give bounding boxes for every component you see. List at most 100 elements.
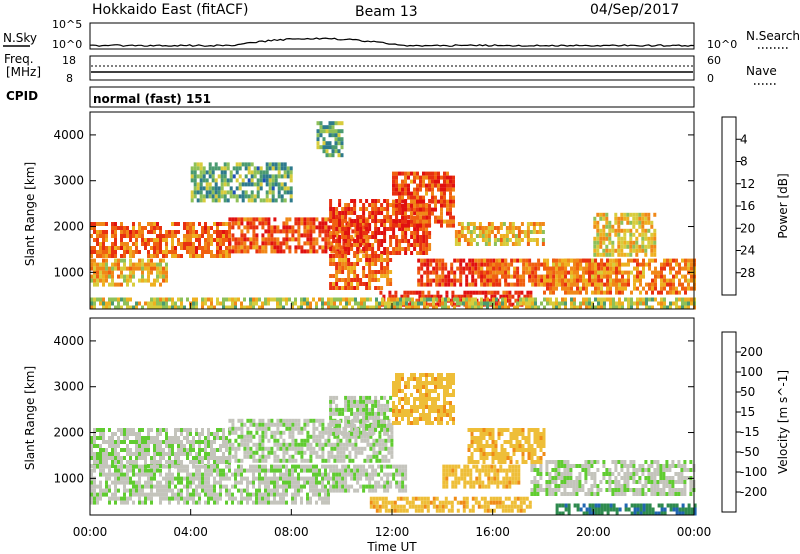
heatmap-cell <box>267 492 270 497</box>
heatmap-cell <box>614 228 618 233</box>
freq-label: Freq. <box>4 52 34 66</box>
heatmap-cell <box>180 480 183 485</box>
heatmap-cell <box>246 454 250 459</box>
heatmap-cell <box>267 438 271 443</box>
heatmap-cell <box>332 215 336 219</box>
heatmap-cell <box>362 254 366 258</box>
heatmap-cell <box>300 249 304 254</box>
heatmap-cell <box>377 247 381 251</box>
heatmap-cell <box>288 249 292 254</box>
heatmap-cell <box>555 301 558 306</box>
heatmap-cell <box>213 488 216 493</box>
heatmap-cell <box>573 305 576 310</box>
heatmap-cell <box>566 484 570 488</box>
heatmap-cell <box>381 446 385 451</box>
heatmap-cell <box>102 246 105 250</box>
heatmap-cell <box>480 262 484 267</box>
heatmap-cell <box>596 248 600 253</box>
heatmap-cell <box>411 297 414 302</box>
heatmap-cell <box>383 207 387 211</box>
heatmap-cell <box>520 230 524 234</box>
heatmap-cell <box>539 464 543 468</box>
heatmap-cell <box>416 195 419 200</box>
heatmap-cell <box>623 464 627 468</box>
heatmap-cell <box>440 187 443 192</box>
heatmap-cell <box>318 472 321 477</box>
heatmap-cell <box>309 249 313 254</box>
heatmap-cell <box>93 301 96 306</box>
heatmap-cell <box>422 251 426 255</box>
heatmap-cell <box>569 464 573 468</box>
heatmap-cell <box>597 266 601 271</box>
heatmap-cell <box>555 305 558 310</box>
heatmap-cell <box>387 297 390 302</box>
heatmap-cell <box>345 221 349 226</box>
heatmap-cell <box>536 472 540 476</box>
heatmap-cell <box>312 229 316 234</box>
heatmap-cell <box>404 199 407 204</box>
heatmap-cell <box>138 440 141 444</box>
heatmap-cell <box>102 230 105 234</box>
heatmap-cell <box>138 500 141 505</box>
heatmap-cell <box>441 301 444 306</box>
heatmap-cell <box>684 266 687 271</box>
heatmap-cell <box>548 472 552 476</box>
heatmap-cell <box>198 484 201 489</box>
heatmap-cell <box>404 179 407 184</box>
heatmap-cell <box>255 241 259 246</box>
heatmap-cell <box>513 258 517 263</box>
heatmap-cell <box>335 223 339 227</box>
heatmap-cell <box>566 480 570 484</box>
heatmap-cell <box>443 219 446 224</box>
heatmap-cell <box>650 240 654 245</box>
heatmap-cell <box>672 290 675 295</box>
heatmap-cell <box>174 230 177 234</box>
heatmap-cell <box>318 488 321 493</box>
heatmap-cell <box>449 211 452 216</box>
heatmap-cell <box>383 266 387 270</box>
heatmap-cell <box>108 500 111 505</box>
heatmap-cell <box>437 183 440 188</box>
heatmap-cell <box>96 436 99 440</box>
heatmap-cell <box>282 492 285 497</box>
heatmap-cell <box>180 428 183 432</box>
heatmap-cell <box>324 241 328 246</box>
heatmap-cell <box>105 460 108 464</box>
heatmap-cell <box>321 458 325 463</box>
heatmap-cell <box>219 456 222 460</box>
heatmap-cell <box>384 301 387 306</box>
heatmap-cell <box>291 468 294 473</box>
heatmap-cell <box>639 290 642 295</box>
heatmap-cell <box>378 434 382 439</box>
heatmap-cell <box>617 252 621 257</box>
heatmap-cell <box>258 442 262 447</box>
heatmap-cell <box>199 198 203 203</box>
heatmap-cell <box>111 444 114 448</box>
heatmap-cell <box>561 297 564 302</box>
heatmap-cell <box>289 178 293 183</box>
heatmap-cell <box>356 223 360 227</box>
heatmap-cell <box>395 183 398 188</box>
heatmap-cell <box>578 484 582 488</box>
heatmap-cell <box>165 460 168 464</box>
heatmap-cell <box>381 454 385 459</box>
heatmap-cell <box>250 170 254 175</box>
heatmap-cell <box>545 484 549 488</box>
heatmap-cell <box>681 301 684 306</box>
heatmap-cell <box>420 274 424 279</box>
heatmap-cell <box>381 301 384 306</box>
heatmap-cell <box>398 227 402 231</box>
heatmap-cell <box>638 220 642 225</box>
heatmap-cell <box>495 258 499 263</box>
heatmap-cell <box>383 251 387 255</box>
heatmap-cell <box>171 452 174 456</box>
heatmap-cell <box>363 241 367 246</box>
heatmap-cell <box>597 270 600 275</box>
heatmap-cell <box>425 235 429 239</box>
heatmap-cell <box>365 219 369 223</box>
heatmap-cell <box>425 191 428 196</box>
heatmap-cell <box>252 245 256 250</box>
heatmap-cell <box>247 182 251 187</box>
heatmap-cell <box>90 484 93 489</box>
heatmap-cell <box>201 250 204 254</box>
